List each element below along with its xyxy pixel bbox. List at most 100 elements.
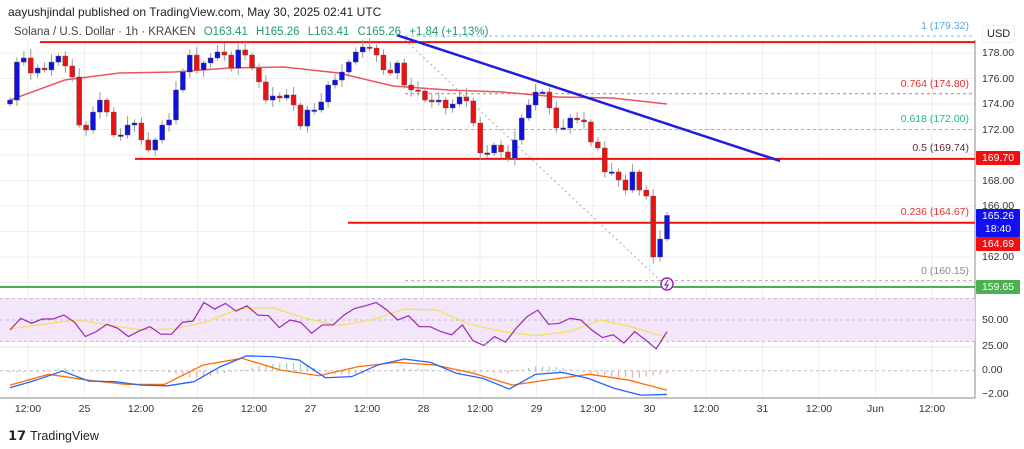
candle-up	[664, 215, 670, 240]
fib-label-0618: 0.618 (172.00)	[900, 113, 969, 125]
candle-down	[228, 54, 235, 69]
time-tick: 27	[304, 403, 317, 415]
fib-label-1: 1 (179.32)	[921, 20, 969, 32]
candle-down	[373, 47, 380, 56]
candle-down	[138, 122, 145, 141]
macd-tick-minus2: −2.00	[982, 388, 1009, 400]
candle-up	[325, 84, 331, 103]
time-tick: 12:00	[353, 403, 381, 415]
candle-down	[574, 117, 580, 121]
lightning-alert-icon	[660, 277, 674, 291]
time-tick: 12:00	[466, 403, 494, 415]
candle-down	[505, 151, 511, 159]
publisher-header: aayushjindal published on TradingView.co…	[8, 5, 382, 19]
support-price-badge: 159.65	[976, 280, 1020, 294]
price-tick: 176.00	[982, 72, 1015, 85]
candle-down	[463, 96, 470, 102]
ohlc-open: O163.41	[203, 26, 248, 38]
candle-up	[159, 124, 165, 141]
time-tick: 12:00	[14, 403, 42, 415]
candle-down	[83, 124, 89, 131]
candle-up	[560, 127, 566, 130]
candle-up	[394, 62, 400, 74]
level-price-badge: 164.69	[976, 237, 1020, 251]
candle-down	[429, 99, 435, 103]
candle-up	[187, 54, 193, 73]
candle-up	[332, 79, 338, 86]
candle-down	[41, 67, 48, 71]
lightning-icon	[663, 279, 669, 290]
candle-up	[567, 117, 573, 129]
candle-up	[346, 61, 352, 73]
candle-down	[256, 67, 262, 83]
candle-up	[117, 134, 124, 137]
candle-down	[111, 111, 117, 136]
fib-trend-line	[404, 39, 664, 284]
time-tick: 30	[643, 403, 656, 415]
macd-line	[9, 355, 668, 396]
candle-up	[48, 61, 55, 71]
time-tick: 31	[756, 403, 769, 415]
moving-average-line	[9, 66, 668, 105]
candle-down	[602, 147, 608, 173]
candle-down	[104, 99, 110, 113]
candle-down	[636, 171, 643, 191]
candle-down	[28, 57, 34, 74]
candle-countdown: 18:40	[984, 223, 1012, 235]
candle-down	[595, 141, 601, 149]
candle-down	[408, 84, 414, 91]
currency-button[interactable]: USD	[982, 25, 1016, 43]
candle-down	[546, 91, 553, 109]
candle-up	[629, 171, 636, 191]
ohlc-close: C165.26	[357, 26, 401, 38]
price-tick: 162.00	[982, 251, 1015, 263]
candle-up	[484, 152, 490, 155]
time-tick: 12:00	[240, 403, 268, 415]
time-tick: 12:00	[692, 403, 720, 415]
candle-down	[415, 89, 421, 92]
candle-up	[491, 144, 497, 154]
candle-down	[477, 122, 483, 154]
candle-down	[553, 107, 560, 129]
time-tick: 28	[417, 403, 430, 415]
candle-down	[194, 54, 200, 71]
candle-up	[311, 109, 317, 112]
candle-up	[283, 94, 290, 99]
candle-up	[207, 57, 214, 64]
candle-down	[242, 49, 248, 56]
ohlc-low: L163.41	[307, 26, 350, 38]
time-tick: 29	[530, 403, 543, 415]
last-price: 165.26	[981, 210, 1015, 222]
time-tick: 12:00	[805, 403, 833, 415]
candle-up	[608, 171, 615, 174]
candle-up	[214, 51, 221, 59]
candle-up	[124, 124, 131, 136]
candle-down	[498, 144, 504, 153]
tradingview-logo[interactable]: 𝟭𝟳 TradingView	[8, 428, 99, 444]
candle-up	[318, 101, 324, 111]
price-tick: 168.00	[982, 174, 1015, 187]
time-tick: 26	[191, 403, 204, 415]
candle-down	[622, 179, 629, 191]
candle-up	[90, 111, 96, 131]
fib-label-05: 0.5 (169.74)	[912, 142, 969, 154]
candle-up	[21, 57, 27, 63]
price-tick: 172.00	[982, 123, 1015, 136]
macd-tick-0: 0.00	[982, 364, 1003, 376]
candle-down	[297, 104, 304, 127]
candle-down	[380, 54, 387, 71]
candle-down	[401, 62, 407, 86]
candle-down	[145, 139, 152, 151]
time-tick: 12:00	[918, 403, 946, 415]
candle-up	[353, 51, 359, 63]
fib-label-0: 0 (160.15)	[921, 265, 969, 277]
candle-down	[290, 94, 297, 106]
macd-signal-line	[9, 357, 668, 391]
symbol-name[interactable]: Solana / U.S. Dollar · 1h · KRAKEN	[14, 26, 196, 38]
trendline	[396, 33, 781, 163]
candle-up	[339, 71, 345, 81]
time-tick: 12:00	[579, 403, 607, 415]
candle-up	[235, 49, 241, 69]
candle-up	[166, 119, 172, 126]
